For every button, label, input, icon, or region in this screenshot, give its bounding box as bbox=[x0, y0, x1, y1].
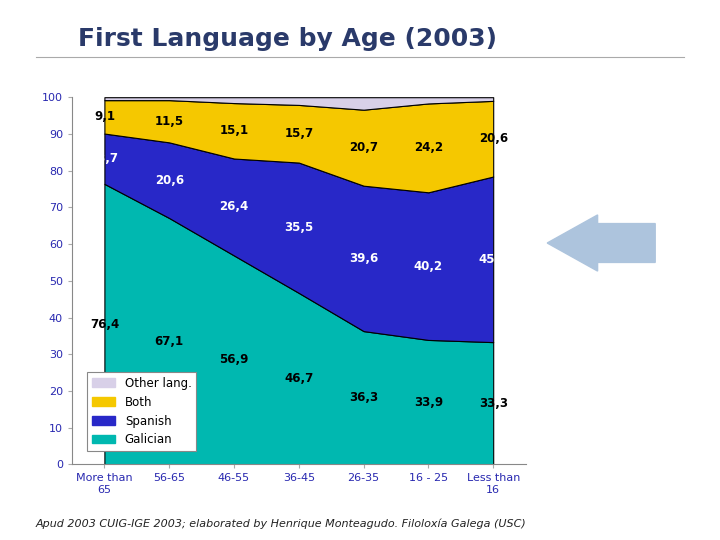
Text: 9,1: 9,1 bbox=[94, 110, 115, 123]
Text: 33,9: 33,9 bbox=[414, 396, 443, 409]
Text: 39,6: 39,6 bbox=[349, 252, 378, 265]
Text: First Language by Age (2003): First Language by Age (2003) bbox=[78, 27, 498, 51]
FancyArrow shape bbox=[547, 215, 655, 271]
Legend: Other lang., Both, Spanish, Galician: Other lang., Both, Spanish, Galician bbox=[87, 372, 197, 451]
Text: 35,5: 35,5 bbox=[284, 221, 313, 234]
Text: 40,2: 40,2 bbox=[414, 260, 443, 273]
Text: 20,6: 20,6 bbox=[479, 132, 508, 145]
Text: 20,6: 20,6 bbox=[155, 174, 184, 187]
Text: 13,7: 13,7 bbox=[90, 152, 119, 165]
Text: Apud 2003 CUIG-IGE 2003; elaborated by Henrique Monteagudo. Filoloxía Galega (US: Apud 2003 CUIG-IGE 2003; elaborated by H… bbox=[36, 519, 527, 529]
Text: 15,7: 15,7 bbox=[284, 127, 313, 140]
Text: 46,7: 46,7 bbox=[284, 372, 313, 385]
Text: 33,3: 33,3 bbox=[479, 397, 508, 410]
Text: 76,4: 76,4 bbox=[90, 318, 119, 330]
Text: 56,9: 56,9 bbox=[220, 354, 248, 367]
Text: 24,2: 24,2 bbox=[414, 141, 443, 154]
Text: 26,4: 26,4 bbox=[220, 200, 248, 213]
Text: 15,1: 15,1 bbox=[220, 124, 248, 137]
Text: 11,5: 11,5 bbox=[155, 115, 184, 128]
Text: 67,1: 67,1 bbox=[155, 335, 184, 348]
Text: 45,1: 45,1 bbox=[479, 253, 508, 266]
Text: 20,7: 20,7 bbox=[349, 141, 378, 154]
Text: 36,3: 36,3 bbox=[349, 392, 378, 404]
